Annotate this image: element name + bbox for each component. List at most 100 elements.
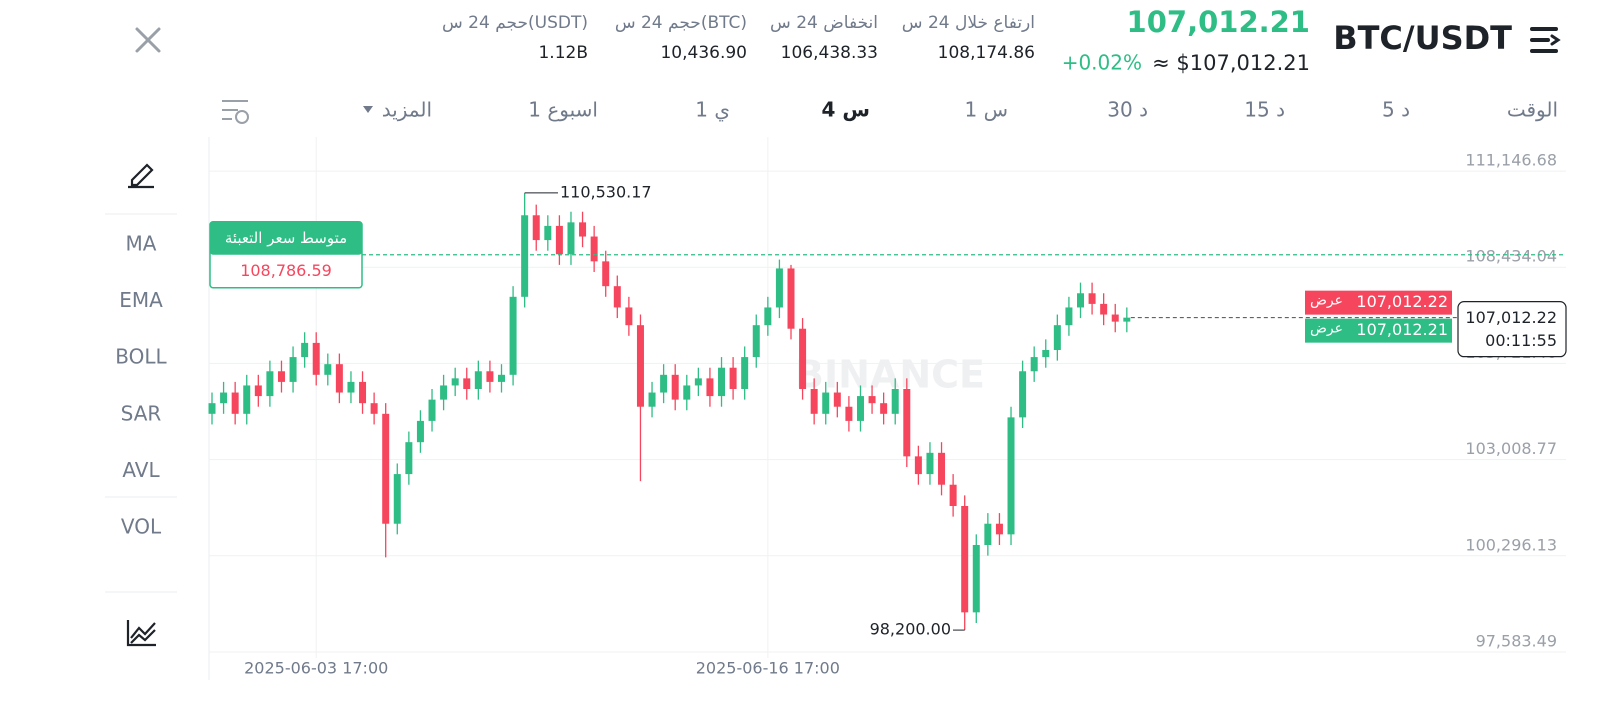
candle-body xyxy=(428,399,436,421)
candle-body xyxy=(567,222,575,255)
candle-body xyxy=(602,261,610,287)
candle-body xyxy=(613,286,621,308)
candle-body xyxy=(231,392,239,414)
plot: 2025-06-03 17:00 2025-06-16 17:00 97,583.4… xyxy=(208,137,1567,678)
candle-body xyxy=(359,381,367,404)
candle-body xyxy=(949,484,957,506)
candle-body xyxy=(405,442,413,475)
indicator[interactable]: EMA xyxy=(119,288,163,312)
candle-body xyxy=(208,403,216,414)
candle-body xyxy=(1111,314,1119,322)
interval-tab[interactable]: 4 س xyxy=(822,98,871,122)
candle-body xyxy=(903,388,911,457)
candle-body xyxy=(914,456,922,475)
candle-body xyxy=(799,328,807,389)
candle-body xyxy=(636,325,644,407)
candle-body xyxy=(416,420,424,443)
candle-body xyxy=(312,342,320,375)
stat-value: 108,174.86 xyxy=(938,43,1035,63)
candle-body xyxy=(891,388,899,414)
candle-body xyxy=(961,505,969,613)
menu-icon[interactable] xyxy=(1530,27,1561,53)
current-price: 107,012.22 xyxy=(1465,308,1557,327)
candle-body xyxy=(277,371,285,382)
interval-tab[interactable]: 15 د xyxy=(1244,98,1285,122)
y-tick-label: 111,146.68 xyxy=(1465,151,1557,170)
candle-body xyxy=(486,371,494,382)
candle-body xyxy=(845,406,853,421)
candle-body xyxy=(810,388,818,414)
candle-body xyxy=(706,378,714,397)
candle-body xyxy=(926,452,934,475)
stat-label: ارتفاع خلال 24 س xyxy=(902,13,1035,33)
indicator[interactable]: VOL xyxy=(121,515,162,539)
candle-body xyxy=(880,403,888,414)
current-box xyxy=(1457,301,1567,358)
stat-label: انخفاض 24 س xyxy=(770,13,878,33)
order-side: عرض xyxy=(1310,293,1343,309)
candle-body xyxy=(544,225,552,241)
stat-value: 10,436.90 xyxy=(660,43,747,63)
avg-price: 108,786.59 xyxy=(240,261,332,280)
candle-body xyxy=(718,367,726,397)
candle-body xyxy=(833,392,841,407)
candle-body xyxy=(648,392,656,407)
interval-tab[interactable]: 1 ي xyxy=(695,98,730,123)
close-button[interactable] xyxy=(135,27,161,53)
candle-body xyxy=(266,371,274,397)
x-tick-label: 2025-06-16 17:00 xyxy=(696,659,840,678)
countdown: 00:11:55 xyxy=(1485,331,1557,350)
indicator[interactable]: SAR xyxy=(121,401,162,425)
indicator[interactable]: BOLL xyxy=(115,345,167,369)
candle-body xyxy=(370,403,378,414)
candle-body xyxy=(220,392,228,404)
y-tick-label: 108,434.04 xyxy=(1465,247,1557,266)
candle-body xyxy=(451,378,459,386)
candle-body xyxy=(243,385,251,414)
interval-tab[interactable]: المزيد xyxy=(382,98,432,122)
candle-body xyxy=(660,374,668,393)
interval-tab[interactable]: 1 اسبوع xyxy=(528,98,598,122)
indicator[interactable]: AVL xyxy=(122,458,160,482)
avg-box-head xyxy=(210,221,362,255)
order-side: عرض xyxy=(1310,321,1343,337)
candle-body xyxy=(1100,303,1108,315)
indicator-icon[interactable] xyxy=(126,620,156,647)
candle-body xyxy=(995,523,1003,535)
candle-body xyxy=(532,215,540,241)
indicator[interactable]: MA xyxy=(126,232,157,256)
stat-value: 106,438.33 xyxy=(781,43,878,63)
candle-body xyxy=(1123,317,1131,322)
candle-body xyxy=(984,523,992,545)
candle-body xyxy=(1053,325,1061,350)
interval-tab[interactable]: 1 س xyxy=(964,98,1008,122)
candle-body xyxy=(324,364,332,375)
interval-tab[interactable]: 5 د xyxy=(1382,98,1410,122)
interval-tab[interactable]: الوقت xyxy=(1507,98,1558,122)
candle-body xyxy=(729,367,737,389)
candle-body xyxy=(289,357,297,382)
max-label: 110,530.17 xyxy=(560,182,652,201)
chart-settings-icon[interactable] xyxy=(222,100,249,124)
candle-body xyxy=(440,385,448,400)
candle-body xyxy=(764,307,772,326)
x-tick-label: 2025-06-03 17:00 xyxy=(244,659,388,678)
candle-body xyxy=(579,222,587,237)
candle-body xyxy=(671,374,679,400)
candle-body xyxy=(254,385,262,397)
order-tag xyxy=(1305,290,1452,315)
candle-body xyxy=(498,374,505,382)
watermark: BINANCE xyxy=(795,353,985,397)
order-tag xyxy=(1305,318,1452,343)
candle-body xyxy=(741,357,749,389)
draw-icon[interactable] xyxy=(128,163,154,189)
candle-body xyxy=(787,268,795,329)
candle-body xyxy=(625,307,633,326)
candle-body xyxy=(335,364,343,393)
last-price: 107,012.21 xyxy=(1127,5,1310,39)
interval-tab[interactable]: 30 د xyxy=(1107,98,1148,122)
candle-body xyxy=(1042,349,1050,358)
pair: BTC/USDT xyxy=(1333,19,1512,57)
candle-body xyxy=(1007,417,1015,535)
